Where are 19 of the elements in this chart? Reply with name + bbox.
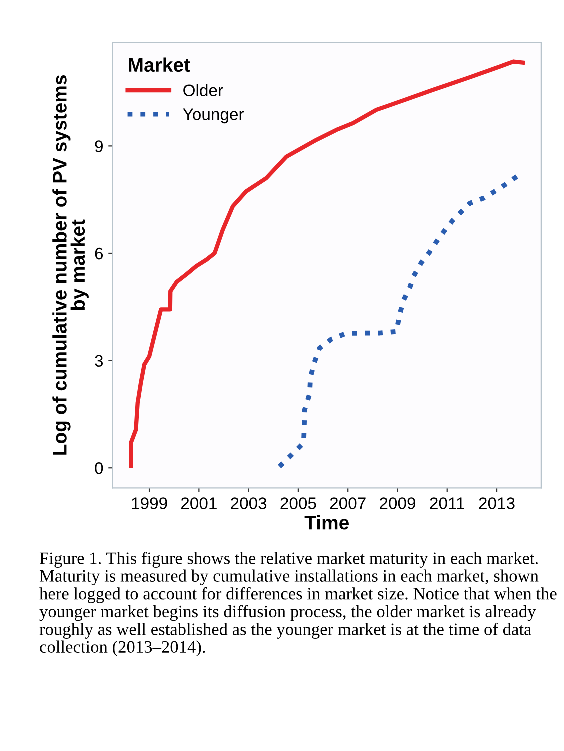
x-tick-label: 2001 [181,498,217,510]
line-series [129,60,526,468]
y-axis-title: Log of cumulative number of PV systems by market [52,76,89,455]
x-tick-label: 1999 [132,498,168,510]
x-axis-title: Time [304,515,349,530]
legend-label: Younger [183,108,244,124]
x-tick-label: 2013 [479,498,515,510]
x-tick-label: 2007 [330,498,366,510]
y-tick-label: 3 [95,355,104,368]
x-tick-label: 2003 [231,498,267,510]
x-tick-label: 2009 [380,498,416,510]
y-tick-label: 6 [95,248,104,260]
caption: Figure 1. This figure shows the relative market maturity in each market. Maturity is measured by cumulative installations in each market, shown here logged to account for differences in market size. Notice that when the younger market begins its diffusion process, the older market is already roughly as well established as the younger market is at the time of data collection (2013–2014). [40,552,557,657]
y-tick-label: 9 [95,140,103,152]
legend-title: Market [129,58,190,72]
x-tick-label: 2011 [430,498,464,510]
x-tick-label: 2005 [280,498,316,510]
legend-label: Older [184,84,224,97]
y-tick-label: 0 [95,462,104,474]
